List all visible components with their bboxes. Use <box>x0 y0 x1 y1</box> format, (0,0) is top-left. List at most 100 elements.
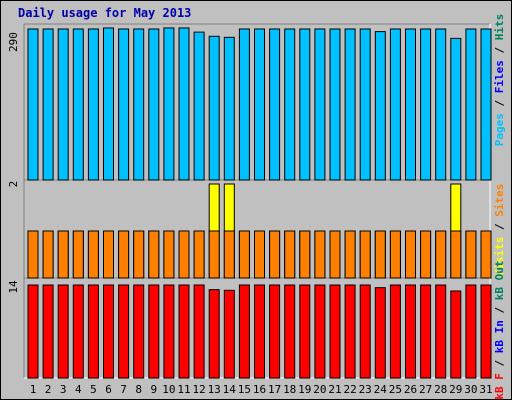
bar-sites <box>314 230 326 279</box>
bar-sites <box>435 230 447 279</box>
bar-kb-f <box>465 284 477 379</box>
x-tick-label: 4 <box>75 383 82 396</box>
x-tick-label: 31 <box>479 383 492 396</box>
x-tick-label: 12 <box>192 383 205 396</box>
bar-pages <box>254 28 265 181</box>
bar-kb-f <box>87 284 99 379</box>
bar-kb-f <box>329 284 341 379</box>
bar-kb-f <box>163 284 175 379</box>
bar-sites <box>133 230 145 279</box>
bar-pages <box>208 35 220 181</box>
x-tick-label: 23 <box>359 383 372 396</box>
x-tick-label: 21 <box>328 383 341 396</box>
bar-pages <box>465 28 477 181</box>
x-tick-label: 28 <box>434 383 447 396</box>
x-tick-label: 8 <box>135 383 142 396</box>
x-tick-label: 22 <box>343 383 356 396</box>
bar-kb-f <box>480 284 492 379</box>
bar-sites <box>420 230 432 279</box>
bar-pages <box>193 31 205 181</box>
bar-kb-f <box>223 289 235 379</box>
bar-pages <box>223 36 235 181</box>
bar-pages <box>420 28 432 181</box>
bar-pages <box>329 28 341 181</box>
legend-entry: Pages <box>493 113 506 146</box>
bar-kb-f <box>238 284 250 379</box>
bar-kb-f <box>103 284 114 379</box>
bar-kb-f <box>299 284 311 379</box>
bar-kb-f <box>359 284 371 379</box>
bar-kb-f <box>420 284 432 379</box>
x-tick-label: 27 <box>419 383 432 396</box>
bar-pages <box>27 28 39 181</box>
x-tick-label: 5 <box>90 383 97 396</box>
bar-sites <box>72 230 84 279</box>
bar-pages <box>118 28 130 181</box>
y-axis-max-label: 14 <box>7 280 20 294</box>
legend-entry: Hits <box>493 14 506 41</box>
chart-title: Daily usage for May 2013 <box>18 6 192 20</box>
x-tick-label: 29 <box>449 383 462 396</box>
x-tick-label: 30 <box>464 383 477 396</box>
bar-pages <box>284 28 296 181</box>
bar-sites <box>238 230 250 279</box>
bar-kb-f <box>57 284 69 379</box>
bar-pages <box>103 27 114 181</box>
x-tick-label: 1 <box>30 383 37 396</box>
bar-sites <box>87 230 99 279</box>
bar-kb-f <box>344 284 356 379</box>
bar-pages <box>299 28 311 181</box>
bar-pages <box>133 28 145 181</box>
x-tick-label: 14 <box>223 383 237 396</box>
bar-sites <box>163 230 175 279</box>
bar-pages <box>480 28 492 181</box>
bar-sites <box>193 230 205 279</box>
bar-kb-f <box>389 284 401 379</box>
bar-pages <box>72 28 84 181</box>
bar-pages <box>405 28 416 181</box>
x-tick-label: 25 <box>389 383 402 396</box>
bar-kb-f <box>208 289 220 379</box>
bar-kb-f <box>269 284 281 379</box>
bar-sites <box>223 230 235 279</box>
bar-kb-f <box>148 284 160 379</box>
x-tick-label: 2 <box>45 383 52 396</box>
bar-sites <box>344 230 356 279</box>
x-tick-label: 19 <box>298 383 311 396</box>
legend-entry: kB Out <box>493 260 506 300</box>
legend-entry: kB F <box>493 373 506 400</box>
bar-pages <box>148 28 160 181</box>
bar-sites <box>42 230 54 279</box>
bar-sites <box>329 230 341 279</box>
bar-kb-f <box>450 290 462 379</box>
x-tick-label: 26 <box>404 383 417 396</box>
bar-sites <box>450 230 462 279</box>
bar-kb-f <box>435 284 447 379</box>
legend-entry: Visits <box>493 237 506 277</box>
bar-pages <box>359 28 371 181</box>
bar-pages <box>238 28 250 181</box>
x-tick-label: 6 <box>105 383 112 396</box>
bar-sites <box>284 230 296 279</box>
bar-sites <box>405 230 416 279</box>
x-tick-label: 7 <box>120 383 127 396</box>
bar-pages <box>42 28 54 181</box>
bar-pages <box>374 31 386 181</box>
legend-entry: Files <box>493 60 506 93</box>
bar-pages <box>57 28 69 181</box>
legend-entry: kB In <box>493 320 506 353</box>
bar-sites <box>269 230 281 279</box>
bar-sites <box>389 230 401 279</box>
legend-bottom: kB F / kB In / kB Out <box>493 260 506 399</box>
bar-sites <box>178 230 190 279</box>
bar-kb-f <box>178 284 190 379</box>
x-tick-label: 11 <box>177 383 190 396</box>
bar-pages <box>178 27 190 181</box>
bar-kb-f <box>314 284 326 379</box>
bar-sites <box>148 230 160 279</box>
bar-sites <box>103 230 114 279</box>
legend-middle: Visits / Sites <box>493 184 506 277</box>
bar-kb-f <box>42 284 54 379</box>
bar-pages <box>87 28 99 181</box>
bar-kb-f <box>133 284 145 379</box>
